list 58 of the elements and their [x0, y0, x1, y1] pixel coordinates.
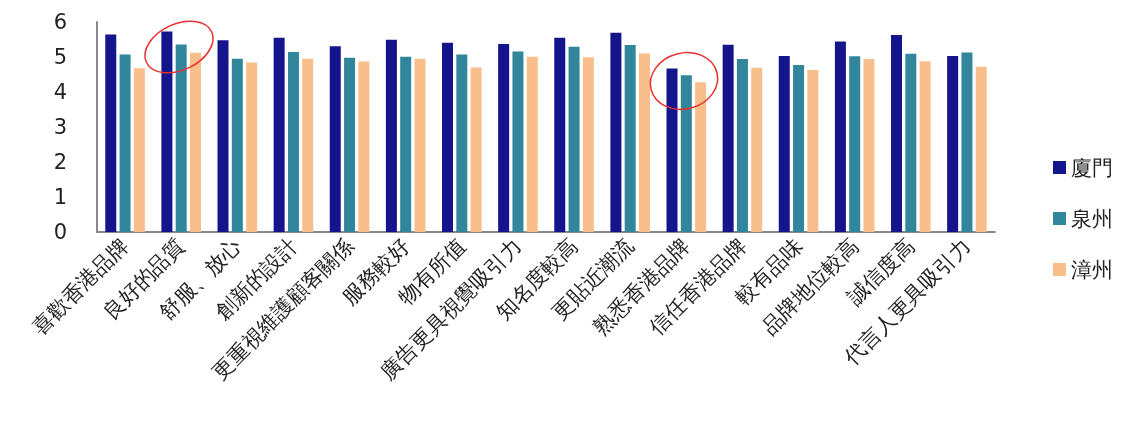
bar: [624, 45, 636, 232]
y-tick-label: 5: [53, 45, 67, 69]
bar: [498, 44, 510, 232]
bar: [849, 56, 861, 232]
bar: [344, 57, 356, 232]
bar: [863, 59, 875, 232]
bar: [834, 41, 846, 232]
bar: [638, 53, 650, 232]
bar: [975, 66, 987, 232]
bar: [231, 58, 243, 232]
bar: [680, 75, 692, 232]
bar: [105, 34, 117, 232]
bar: [736, 59, 748, 232]
bar: [246, 62, 258, 232]
bar: [385, 39, 397, 232]
bar: [751, 67, 763, 232]
bar: [807, 69, 819, 232]
bar: [470, 67, 482, 232]
bar: [905, 53, 917, 232]
bar: [512, 51, 524, 232]
bar: [217, 40, 229, 232]
y-tick-label: 0: [53, 220, 67, 244]
y-tick-label: 3: [53, 115, 67, 139]
legend-label: 廈門: [1071, 155, 1113, 180]
bar: [456, 54, 468, 232]
legend-label: 漳州: [1071, 257, 1113, 282]
bar: [610, 32, 622, 232]
bar: [891, 34, 903, 232]
bar: [358, 61, 370, 232]
bar: [554, 37, 566, 232]
bar: [666, 68, 678, 232]
bar: [778, 55, 790, 232]
bar: [582, 57, 594, 232]
bar: [287, 52, 299, 232]
bar: [329, 46, 341, 232]
bar: [919, 61, 931, 232]
legend-label: 泉州: [1071, 206, 1113, 231]
bar: [695, 82, 707, 232]
y-tick-label: 6: [53, 10, 67, 34]
bar: [133, 68, 145, 232]
bar: [568, 46, 580, 232]
bar: [161, 31, 173, 232]
bar: [189, 52, 201, 232]
bar: [961, 52, 973, 232]
bar: [442, 42, 454, 232]
y-tick-label: 1: [53, 185, 67, 209]
bar: [400, 56, 412, 232]
bar: [793, 65, 805, 232]
bar: [526, 56, 538, 232]
bar: [273, 37, 285, 232]
bar: [175, 44, 187, 232]
y-tick-label: 4: [53, 80, 67, 104]
bar: [119, 54, 131, 232]
bar: [947, 55, 959, 232]
y-tick-label: 2: [53, 150, 67, 174]
bar: [414, 58, 426, 232]
bar: [722, 44, 734, 232]
bar: [302, 58, 314, 232]
